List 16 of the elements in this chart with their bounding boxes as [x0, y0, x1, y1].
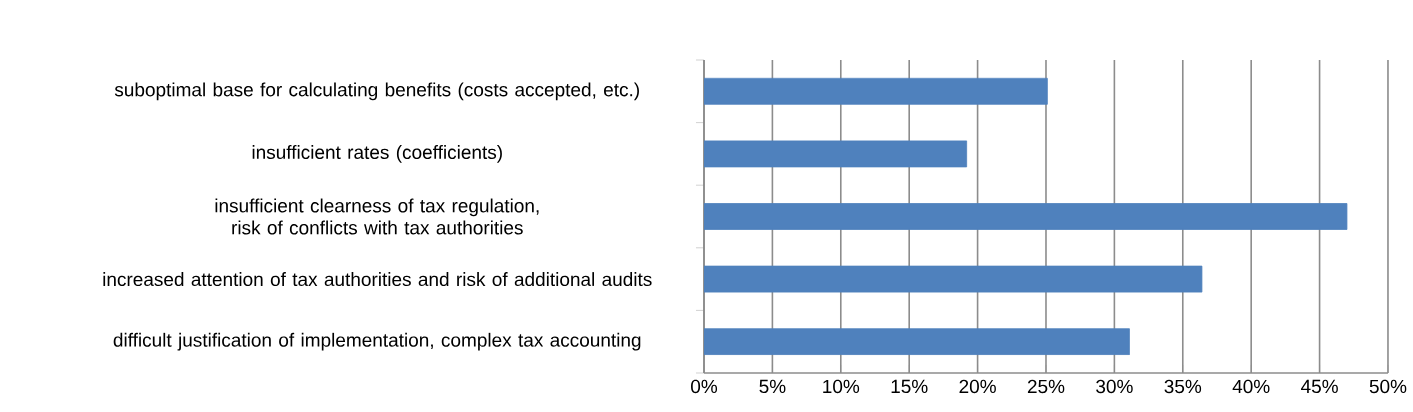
x-tick-label: 45% [1301, 379, 1338, 394]
y-tick-label: increased attention of tax authorities and risk of additional audits [103, 272, 652, 287]
x-tick-label: 20% [959, 379, 996, 394]
x-tick-label: 25% [1027, 379, 1065, 394]
y-tick-label: insufficient rates (coefficients) [252, 145, 502, 163]
y-tick-label: difficult justification of implementation, complex tax accounting [113, 332, 641, 351]
x-tick-label: 0% [691, 379, 718, 394]
x-tick-label: 5% [759, 379, 786, 394]
x-tick-label: 50% [1369, 379, 1407, 394]
x-tick-label: 15% [891, 379, 928, 394]
x-tick-label: 10% [823, 379, 860, 394]
y-tick-label: suboptimal base for calculating benefits (costs accepted, etc.) [114, 82, 639, 101]
y-tick-label: insufficient clearness of tax regulation, risk of conflicts with tax authorities [215, 198, 539, 235]
x-tick-label: 35% [1164, 379, 1202, 394]
x-tick-label: 40% [1232, 379, 1270, 394]
x-tick-label: 30% [1096, 379, 1133, 394]
